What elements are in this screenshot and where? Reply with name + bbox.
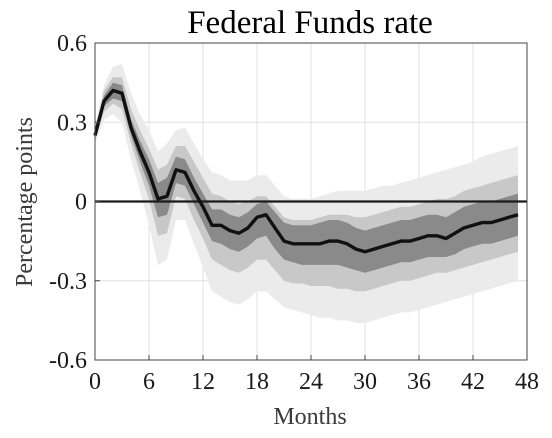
y-tick-label-2: 0 xyxy=(75,190,87,216)
x-tick-label-3: 18 xyxy=(245,369,269,395)
x-tick-label-1: 6 xyxy=(143,369,155,395)
x-tick-label-4: 24 xyxy=(299,369,323,395)
band-inner xyxy=(95,82,518,273)
chart-title: Federal Funds rate xyxy=(187,5,433,41)
x-tick-label-0: 0 xyxy=(89,369,101,395)
x-tick-label-8: 48 xyxy=(515,369,539,395)
y-axis-ticks: 0.6 0.3 0 -0.3 -0.6 xyxy=(49,31,100,374)
y-tick-label-1: 0.3 xyxy=(57,110,87,136)
x-axis-label: Months xyxy=(273,404,346,430)
y-tick-label-0: 0.6 xyxy=(57,31,87,57)
x-tick-label-7: 42 xyxy=(461,369,485,395)
x-axis-ticks: 0 6 12 18 24 30 36 42 48 xyxy=(89,355,539,395)
median-response-line xyxy=(93,88,519,254)
x-tick-label-2: 12 xyxy=(191,369,215,395)
confidence-bands xyxy=(95,64,518,323)
x-tick-label-5: 30 xyxy=(353,369,377,395)
y-tick-label-4: -0.6 xyxy=(49,348,87,374)
x-tick-label-6: 36 xyxy=(407,369,431,395)
y-tick-label-3: -0.3 xyxy=(49,269,87,295)
y-axis-label: Percentage points xyxy=(12,117,38,287)
